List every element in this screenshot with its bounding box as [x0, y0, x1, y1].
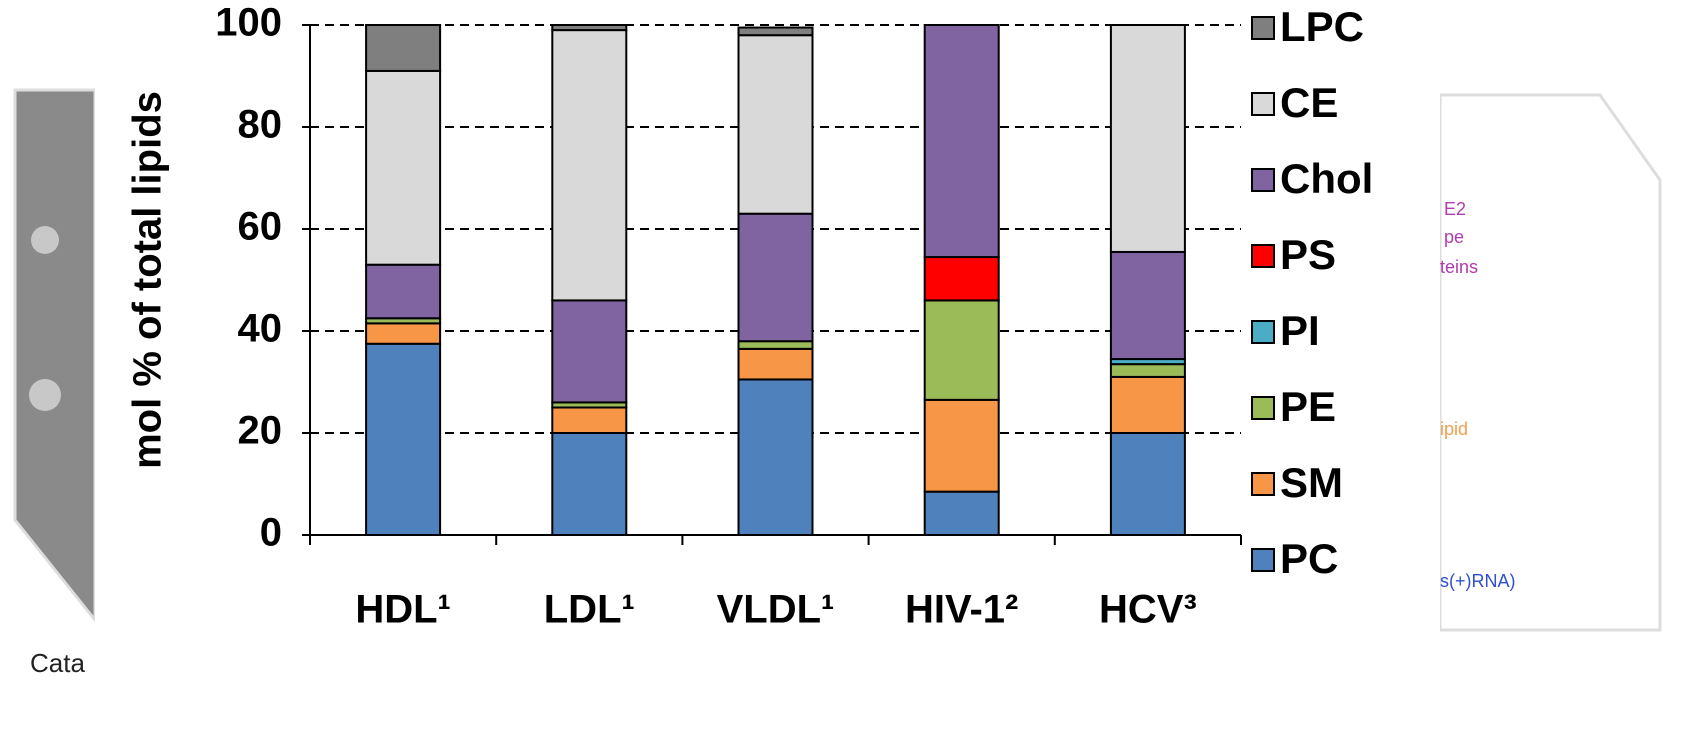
bar-segment [552, 408, 626, 434]
y-axis-label: mol % of total lipids [126, 91, 170, 469]
bar-segment [739, 341, 813, 349]
bar-segment [1111, 252, 1185, 359]
y-tick-label: 20 [238, 409, 283, 453]
bar-segment [925, 492, 999, 535]
legend-swatch [1252, 93, 1274, 115]
bar-segment [925, 300, 999, 399]
bg-text: E2 [1444, 199, 1466, 219]
bar-segment [1111, 377, 1185, 433]
legend-label: PS [1280, 231, 1336, 278]
photo-dot [31, 226, 59, 254]
y-tick-label: 40 [238, 307, 283, 351]
bar-segment [366, 344, 440, 535]
legend-label: LPC [1280, 3, 1364, 50]
bg-text: s(+)RNA) [1440, 571, 1516, 591]
legend-swatch [1252, 169, 1274, 191]
legend-label: PC [1280, 535, 1338, 582]
bg-text: pe [1444, 227, 1464, 247]
legend-swatch [1252, 321, 1274, 343]
bar-segment [739, 35, 813, 214]
right-panel [1440, 95, 1660, 630]
legend-label: SM [1280, 459, 1343, 506]
legend-swatch [1252, 17, 1274, 39]
legend-swatch [1252, 549, 1274, 571]
legend-label: PI [1280, 307, 1320, 354]
bg-text: Cata [30, 648, 85, 678]
bar-segment [739, 349, 813, 380]
bar-segment [739, 379, 813, 535]
bar-segment [739, 28, 813, 36]
x-tick-label: HDL¹ [355, 588, 451, 632]
bar-segment [552, 25, 626, 30]
legend-label: PE [1280, 383, 1336, 430]
bar-segment [925, 25, 999, 257]
legend-label: CE [1280, 79, 1338, 126]
bar-segment [552, 30, 626, 300]
y-tick-label: 100 [215, 1, 282, 45]
y-tick-label: 80 [238, 103, 283, 147]
chart: Cata E2 pe teins ipid s(+)RNA) mol % of … [0, 0, 1706, 740]
legend-swatch [1252, 397, 1274, 419]
bar-segment [1111, 433, 1185, 535]
bar-segment [1111, 364, 1185, 377]
photo-dot [29, 379, 61, 411]
bar-segment [552, 433, 626, 535]
bar-segment [552, 300, 626, 402]
legend-label: Chol [1280, 155, 1373, 202]
x-tick-label: LDL¹ [544, 588, 635, 632]
bar-segment [366, 323, 440, 343]
bar-segment [366, 25, 440, 71]
bar-segment [925, 400, 999, 492]
bar-segment [366, 71, 440, 265]
bar-segment [925, 257, 999, 300]
page: Cata E2 pe teins ipid s(+)RNA) mol % of … [0, 0, 1706, 740]
legend-swatch [1252, 473, 1274, 495]
x-tick-label: HCV³ [1099, 588, 1197, 632]
bar-segment [366, 265, 440, 319]
y-tick-label: 0 [260, 511, 282, 555]
bar-segment [739, 214, 813, 342]
legend-swatch [1252, 245, 1274, 267]
bar-segment [1111, 25, 1185, 252]
bg-text: teins [1440, 257, 1478, 277]
y-tick-label: 60 [238, 205, 283, 249]
x-tick-label: HIV-1² [905, 588, 1018, 632]
bg-text: ipid [1440, 419, 1468, 439]
x-tick-label: VLDL¹ [717, 588, 835, 632]
